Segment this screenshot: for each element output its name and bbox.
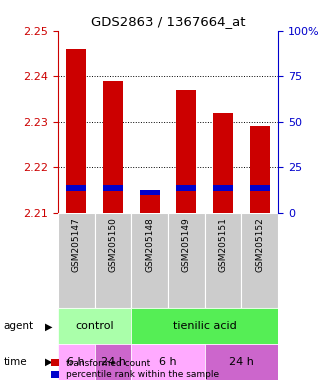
Bar [103,185,123,191]
Title: GDS2863 / 1367664_at: GDS2863 / 1367664_at [91,15,245,28]
Text: 6 h: 6 h [159,357,177,367]
Text: 6 h: 6 h [68,357,85,367]
Bar [176,185,196,191]
Legend: transformed count, percentile rank within the sample: transformed count, percentile rank withi… [51,359,219,379]
Text: GSM205147: GSM205147 [72,217,81,272]
Bar [66,49,86,213]
Text: time: time [3,357,27,367]
Bar [58,213,95,308]
Bar [205,344,278,380]
Text: ▶: ▶ [45,357,52,367]
Bar [213,185,233,191]
Text: tienilic acid: tienilic acid [173,321,237,331]
Text: control: control [75,321,114,331]
Text: GSM205148: GSM205148 [145,217,154,272]
Bar [176,90,196,213]
Bar [131,308,278,344]
Text: GSM205151: GSM205151 [218,217,227,272]
Text: 24 h: 24 h [229,357,254,367]
Bar [131,344,205,380]
Bar [58,308,131,344]
Text: GSM205152: GSM205152 [255,217,264,272]
Bar [58,344,95,380]
Text: agent: agent [3,321,33,331]
Bar [140,194,160,213]
Bar [66,185,86,191]
Bar [250,126,270,213]
Bar [205,213,241,308]
Bar [250,185,270,191]
Bar [140,190,160,195]
Text: GSM205150: GSM205150 [109,217,118,272]
Bar [168,213,205,308]
Bar [95,213,131,308]
Bar [241,213,278,308]
Text: 24 h: 24 h [101,357,125,367]
Bar [213,113,233,213]
Bar [131,213,168,308]
Text: ▶: ▶ [45,321,52,331]
Text: GSM205149: GSM205149 [182,217,191,272]
Bar [103,81,123,213]
Bar [95,344,131,380]
